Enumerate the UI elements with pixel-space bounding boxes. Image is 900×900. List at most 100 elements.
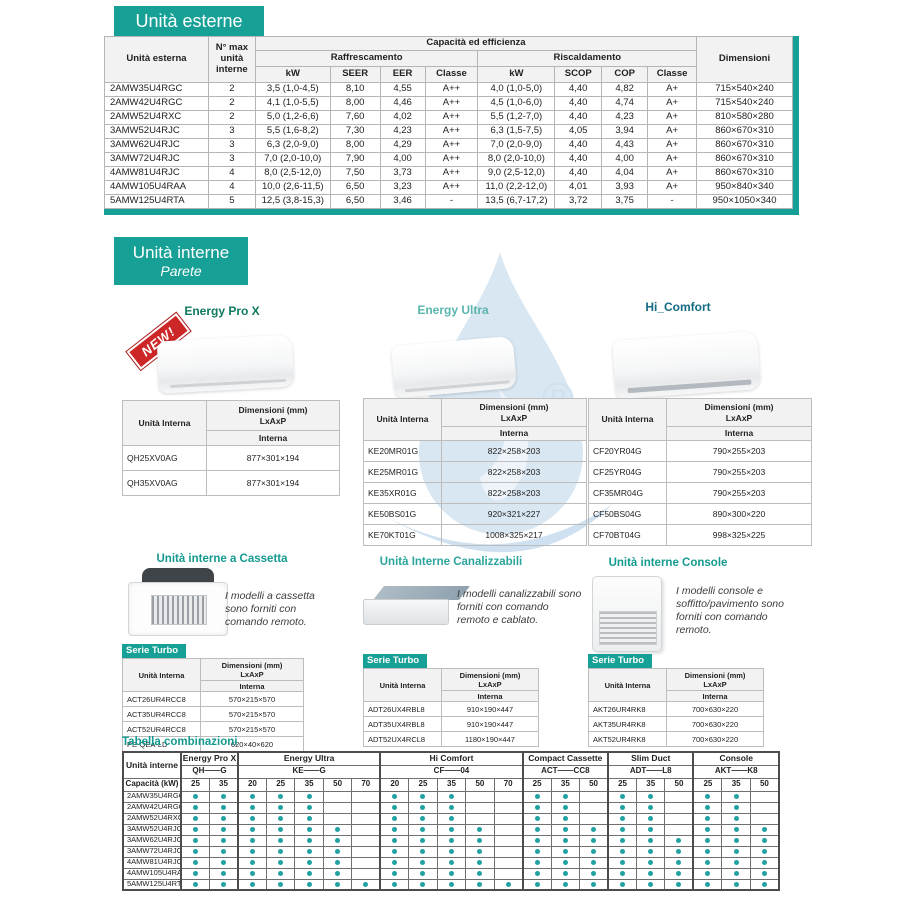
cassette-description: I modelli a cassetta sono forniti con co…: [225, 590, 315, 629]
compatibility-dot: [392, 793, 398, 799]
value-cell: 3,23: [379, 180, 426, 195]
combo-cell: [294, 878, 324, 891]
value-cell: 4,29: [379, 138, 426, 153]
combo-code-energy-pro-x: QH——G: [180, 764, 239, 779]
col-header-unita-interna: Unità Interna: [122, 658, 201, 692]
value-cell: 4,55: [379, 82, 426, 97]
compatibility-dot: [192, 837, 198, 843]
combo-capacity: 50: [749, 777, 780, 792]
combo-cell: [236, 812, 267, 825]
table-row: ADT35UX4RBL8 910×190×447: [363, 716, 539, 732]
col-header-unita-interna: Unità Interna: [122, 400, 207, 446]
value-cell: 3,5 (1,0-4,5): [254, 82, 331, 97]
combo-cell: [721, 834, 751, 847]
combo-row: 2AMW52U4RXC: [122, 812, 780, 825]
combo-capacity: 35: [635, 777, 666, 792]
combo-cell: [692, 834, 723, 847]
combo-cell: [408, 856, 438, 869]
value-cell: 3: [207, 152, 256, 167]
energy-pro-x-title: Energy Pro X: [184, 304, 260, 318]
compatibility-dot: [220, 793, 226, 799]
combo-row: 2AMW35U4RGC: [122, 790, 780, 803]
combo-cell: [465, 878, 495, 891]
value-cell: 8,00: [329, 138, 381, 153]
col-header-interna: Interna: [206, 430, 340, 446]
value-cell: 4,74: [601, 96, 649, 111]
hi-comfort-image: [612, 331, 761, 399]
compatibility-dot: [648, 848, 654, 854]
compatibility-dot: [705, 848, 711, 854]
compatibility-dot: [392, 870, 398, 876]
compatibility-dot: [733, 804, 739, 810]
value-cell: 2: [207, 96, 256, 111]
combo-cell: [208, 801, 239, 814]
combo-capacity: 50: [465, 777, 495, 792]
compatibility-dot: [448, 859, 454, 865]
compatibility-dot: [306, 848, 312, 854]
col-header-riscaldamento: Riscaldamento: [477, 50, 698, 67]
compatibility-dot: [648, 870, 654, 876]
value-cell: 860×670×310: [696, 124, 793, 139]
outdoor-units-table: Unità esterna N° max unità interne Capac…: [104, 36, 793, 209]
combo-cell: [579, 801, 609, 814]
table-row: 2AMW35U4RGC 2 3,5 (1,0-4,5) 8,10 4,55 A++ 4,0 …: [104, 82, 793, 97]
serie-turbo-badge-cassette: Serie Turbo: [122, 644, 187, 658]
combo-cell: [179, 790, 210, 803]
combo-cell: [351, 834, 381, 847]
combo-row: 4AMW81U4RJC: [122, 856, 780, 869]
combo-cell: [493, 856, 524, 869]
value-cell: A++: [424, 180, 479, 195]
col-header-interna: Interna: [200, 680, 304, 692]
compatibility-dot: [761, 826, 767, 832]
combination-table: Unità interne Energy Pro X Energy Ultra Hi…: [122, 751, 780, 891]
combination-table-title: Tabella combinazioni: [122, 736, 238, 748]
table-row: ADT52UX4RCL8 1180×190×447: [363, 731, 539, 747]
table-row: ADT26UX4RBL8 910×190×447: [363, 701, 539, 717]
compatibility-dot: [534, 870, 540, 876]
compatibility-dot: [477, 870, 483, 876]
combo-cell: [436, 878, 467, 891]
value-cell: 810×580×280: [696, 110, 793, 125]
combo-cell: [635, 834, 666, 847]
combo-cell: [351, 878, 381, 891]
compatibility-dot: [534, 815, 540, 821]
combo-cell: [692, 801, 723, 814]
model-cell: 5AMW125U4RTA: [104, 194, 209, 209]
combo-cell: [692, 867, 723, 880]
combo-cell: [436, 867, 467, 880]
value-cell: 3,75: [601, 194, 649, 209]
compatibility-dot: [220, 848, 226, 854]
compatibility-dot: [562, 870, 568, 876]
value-cell: A+: [647, 138, 698, 153]
combo-cell: [265, 834, 296, 847]
value-cell: 4,01: [554, 180, 603, 195]
combo-cell: [607, 823, 638, 836]
dim-label-line1: Dimensioni (mm): [479, 402, 549, 413]
combo-cell: [465, 812, 495, 825]
console-unit-image: [592, 576, 662, 652]
model-cell: 3AMW52U4RJC: [104, 124, 209, 139]
value-cell: 4,40: [554, 110, 603, 125]
table-row: 4AMW105U4RAA 4 10,0 (2,6-11,5) 6,50 3,23 A++ 1…: [104, 180, 793, 195]
model-cell: QH25XV0AG: [122, 445, 207, 471]
compatibility-dot: [335, 837, 341, 843]
combo-cell: [465, 790, 495, 803]
value-cell: 8,00: [329, 96, 381, 111]
cassette-panel: [128, 582, 228, 636]
combo-capacity: 35: [550, 777, 581, 792]
combo-cell: [635, 790, 666, 803]
compatibility-dot: [648, 859, 654, 865]
value-cell: 7,60: [329, 110, 381, 125]
combo-cell: [521, 823, 552, 836]
value-cell: 4,40: [554, 82, 603, 97]
combo-code-console: AKT——K8: [692, 764, 780, 779]
combo-capacity: 35: [436, 777, 467, 792]
serie-turbo-badge-duct: Serie Turbo: [363, 654, 428, 668]
combo-model: 3AMW72U4RJC: [122, 845, 182, 858]
value-cell: 4,0 (1,0-5,0): [477, 82, 556, 97]
combo-cell: [635, 812, 666, 825]
combo-cell: [692, 812, 723, 825]
combo-cell: [493, 878, 524, 891]
compatibility-dot: [249, 859, 255, 865]
compatibility-dot: [648, 793, 654, 799]
